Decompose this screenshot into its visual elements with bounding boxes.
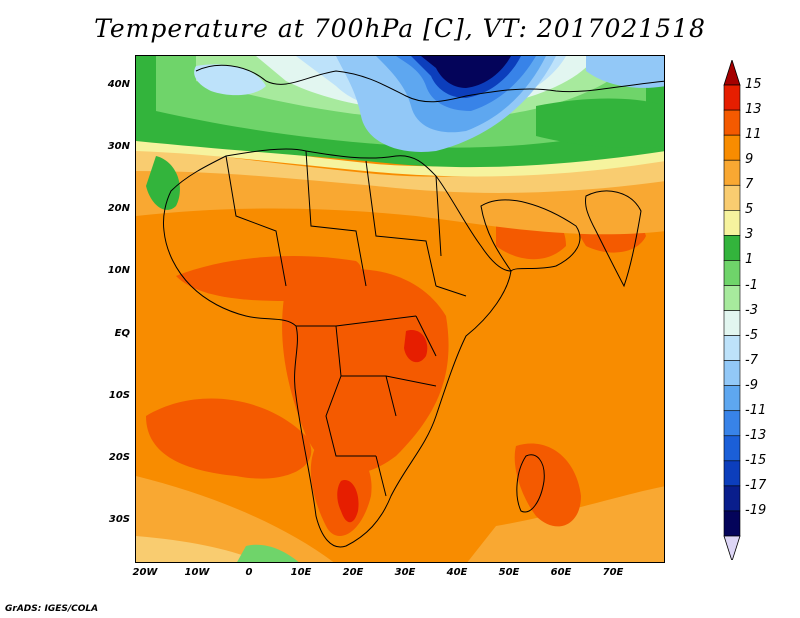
colorbar-segment — [723, 159, 741, 186]
field-warm-core-atlantic — [146, 398, 312, 479]
lon-label-10e: 10E — [290, 567, 312, 578]
colorbar-segment — [723, 360, 741, 386]
map-panel — [135, 55, 665, 563]
field-hot-spot-lakes — [404, 330, 428, 363]
field-green-south — [237, 544, 299, 562]
colorbar-label: -5 — [745, 327, 758, 343]
lat-label-30s: 30S — [108, 514, 130, 525]
chart-title: Temperature at 700hPa [C], VT: 201702151… — [94, 14, 706, 43]
field-navy-north — [421, 56, 511, 88]
colorbar-segment — [723, 310, 741, 336]
field-hot-spot-kalahari — [337, 480, 359, 523]
colorbar-label: 1 — [745, 252, 754, 268]
field-light-blue-iberia — [194, 64, 266, 96]
colorbar-segment — [723, 460, 741, 487]
colorbar-segment — [723, 510, 741, 537]
temperature-map — [136, 56, 664, 562]
colorbar-segment — [723, 210, 741, 236]
field-warm-core-central — [282, 269, 449, 474]
colorbar-segment — [723, 435, 741, 462]
colorbar-top-arrow — [723, 60, 741, 86]
lat-label-40n: 40N — [107, 79, 130, 90]
colorbar-label: -17 — [745, 477, 767, 493]
lon-label-60e: 60E — [550, 567, 572, 578]
colorbar-segment — [723, 485, 741, 512]
europe-coastline — [195, 64, 664, 103]
colorbar-label: -13 — [745, 427, 767, 443]
field-pale-yellow-south — [136, 536, 262, 562]
colorbar — [723, 60, 741, 560]
madagascar-coastline — [516, 454, 545, 513]
lon-label-0: 0 — [245, 567, 253, 578]
arabia-coastline — [480, 199, 581, 272]
lat-label-eq: EQ — [114, 328, 130, 339]
colorbar-label: 13 — [745, 102, 762, 118]
country-borders — [225, 150, 467, 497]
colorbar-label: -7 — [745, 352, 758, 368]
lat-label-20n: 20N — [107, 203, 130, 214]
colorbar-segment — [723, 109, 741, 136]
field-green-arabia-north — [536, 98, 664, 148]
colorbar-label: 7 — [745, 177, 754, 193]
lat-label-10n: 10N — [107, 265, 130, 276]
lat-label-30n: 30N — [107, 141, 130, 152]
colorbar-label: -19 — [745, 502, 767, 518]
coastlines — [163, 64, 664, 548]
field-warm-core-sahel — [176, 256, 362, 301]
colorbar-segment — [723, 385, 741, 412]
lon-label-20w: 20W — [132, 567, 158, 578]
colorbar-label: -1 — [745, 277, 758, 293]
colorbar-label: -11 — [745, 402, 767, 418]
field-warm-core-madagascar — [514, 443, 581, 527]
lon-label-30e: 30E — [394, 567, 416, 578]
colorbar-label: 3 — [745, 227, 754, 243]
colorbar-segment — [723, 285, 741, 311]
colorbar-segment — [723, 134, 741, 161]
india-coastline — [585, 190, 642, 288]
colorbar-label: 5 — [745, 202, 754, 218]
colorbar-segment — [723, 410, 741, 437]
colorbar-label: -9 — [745, 377, 758, 393]
lon-label-20e: 20E — [342, 567, 364, 578]
colorbar-segment — [723, 84, 741, 111]
colorbar-segment — [723, 235, 741, 261]
field-light-blue-iran — [586, 56, 664, 88]
lon-label-40e: 40E — [446, 567, 468, 578]
colorbar-label: -3 — [745, 302, 758, 318]
field-pale-yellow-north — [136, 146, 664, 193]
field-green-west-coast — [146, 156, 180, 210]
colorbar-bottom-arrow — [723, 535, 741, 560]
colorbar-segment — [723, 335, 741, 361]
colorbar-label: 9 — [745, 152, 754, 168]
lon-label-10w: 10W — [184, 567, 210, 578]
lon-label-70e: 70E — [602, 567, 624, 578]
lat-label-20s: 20S — [108, 452, 130, 463]
lon-label-50e: 50E — [498, 567, 520, 578]
credit-text: GrADS: IGES/COLA — [5, 604, 99, 614]
africa-coastline — [163, 148, 512, 548]
lat-label-10s: 10S — [108, 390, 130, 401]
field-mild-south — [136, 476, 334, 562]
colorbar-label: -15 — [745, 452, 767, 468]
colorbar-segment — [723, 260, 741, 286]
colorbar-label: 11 — [745, 127, 762, 143]
colorbar-label: 15 — [745, 77, 762, 93]
colorbar-segment — [723, 184, 741, 211]
